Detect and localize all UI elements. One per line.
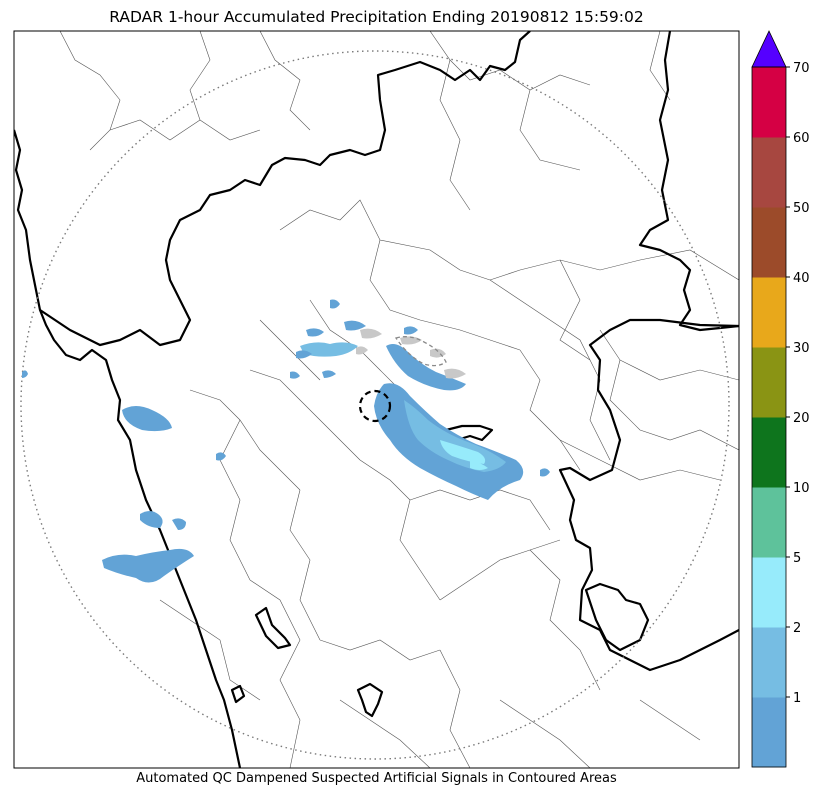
colorbar-tick-label: 1: [793, 691, 801, 706]
colorbar-band: [752, 137, 786, 208]
colorbar-tick-label: 10: [793, 481, 810, 496]
colorbar-tick-label: 2: [793, 621, 801, 636]
colorbar-band: [752, 417, 786, 488]
colorbar-band: [752, 347, 786, 418]
colorbar-band: [752, 207, 786, 278]
precipitation-echoes: [22, 299, 550, 583]
colorbar-tick-label: 20: [793, 411, 810, 426]
map-panel: [14, 31, 739, 768]
map-title: RADAR 1-hour Accumulated Precipitation E…: [109, 8, 644, 26]
district-boundaries: [59, 31, 739, 768]
colorbar-band: [752, 557, 786, 628]
colorbar-band: [752, 277, 786, 348]
colorbar: 1 2 5 10 20 30 40 50 60 70: [751, 30, 810, 768]
colorbar-band: [752, 487, 786, 558]
colorbar-tick-label: 70: [793, 61, 810, 76]
map-frame: [13, 30, 740, 769]
state-boundaries: [14, 31, 739, 768]
colorbar-band: [752, 627, 786, 698]
colorbar-tick-label: 5: [793, 551, 801, 566]
colorbar-tick-label: 50: [793, 201, 810, 216]
colorbar-tick-label: 40: [793, 271, 810, 286]
colorbar-band: [752, 67, 786, 138]
colorbar-band: [752, 697, 786, 768]
radar-range-ring: [20, 50, 730, 760]
colorbar-extend-arrow: [751, 30, 787, 68]
colorbar-tick-label: 30: [793, 341, 810, 356]
colorbar-tick-label: 60: [793, 131, 810, 146]
qc-contour: [394, 336, 447, 367]
map-footnote: Automated QC Dampened Suspected Artifici…: [136, 771, 617, 786]
radar-site-marker: [358, 389, 392, 423]
